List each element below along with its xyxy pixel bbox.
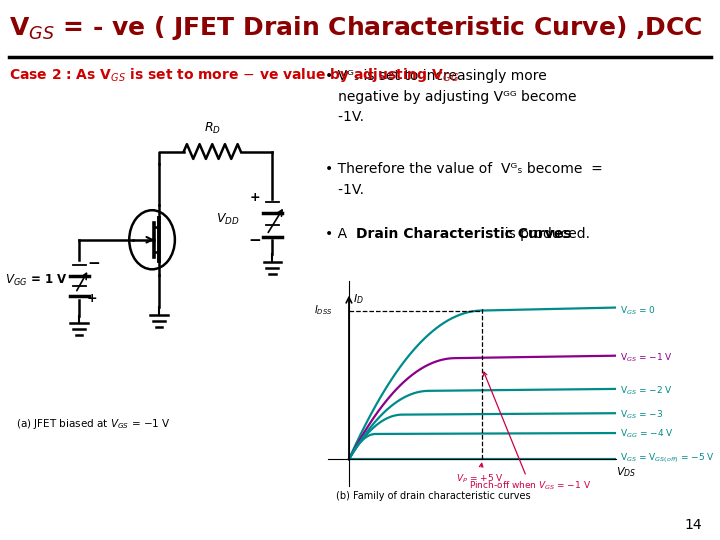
Text: $V_{GG}$ = 1 V: $V_{GG}$ = 1 V bbox=[5, 273, 67, 288]
Text: 14: 14 bbox=[685, 518, 702, 532]
Text: $R_D$: $R_D$ bbox=[204, 121, 221, 136]
Text: (b) Family of drain characteristic curves: (b) Family of drain characteristic curve… bbox=[336, 491, 530, 501]
Text: +: + bbox=[86, 292, 97, 305]
Text: −: − bbox=[87, 256, 100, 271]
Text: $I_D$: $I_D$ bbox=[353, 293, 364, 307]
Text: V$_{GG}$ = −4 V: V$_{GG}$ = −4 V bbox=[620, 428, 673, 440]
Text: V$_{GS}$ = −1 V: V$_{GS}$ = −1 V bbox=[620, 352, 672, 365]
Text: • A: • A bbox=[325, 227, 351, 241]
Text: Drain Characteristic Curves: Drain Characteristic Curves bbox=[356, 227, 572, 241]
Text: $V_P$ = +5 V: $V_P$ = +5 V bbox=[456, 463, 503, 485]
Text: +: + bbox=[250, 191, 261, 205]
Text: • Therefore the value of  Vᴳₛ become  =
   -1V.: • Therefore the value of Vᴳₛ become = -1… bbox=[325, 162, 603, 197]
Text: is produced.: is produced. bbox=[356, 227, 590, 241]
Text: • Vᴳₛ is set to increasingly more
   negative by adjusting Vᴳᴳ become
   -1V.: • Vᴳₛ is set to increasingly more negati… bbox=[325, 69, 576, 124]
Text: $V_{DS}$: $V_{DS}$ bbox=[616, 465, 636, 479]
Text: −: − bbox=[248, 233, 261, 248]
Text: V$_{GS}$ = V$_{GS(off)}$ = −5 V: V$_{GS}$ = V$_{GS(off)}$ = −5 V bbox=[620, 451, 714, 464]
Text: $I_{DSS}$: $I_{DSS}$ bbox=[315, 303, 333, 318]
Text: V$_{GS}$ = −2 V: V$_{GS}$ = −2 V bbox=[620, 384, 672, 397]
Text: $V_{DD}$: $V_{DD}$ bbox=[215, 212, 239, 227]
Text: Case 2 : As V$_{GS}$ is set to more $-$ ve value by adjusting V$_{GG}$: Case 2 : As V$_{GS}$ is set to more $-$ … bbox=[9, 66, 459, 84]
Text: (a) JFET biased at $V_{GS}$ = $-$1 V: (a) JFET biased at $V_{GS}$ = $-$1 V bbox=[16, 417, 171, 431]
Text: V$_{GS}$ = −3: V$_{GS}$ = −3 bbox=[620, 408, 663, 421]
Text: V$_{GS}$ = 0: V$_{GS}$ = 0 bbox=[620, 304, 655, 317]
Text: Pinch-off when $V_{GS}$ = −1 V: Pinch-off when $V_{GS}$ = −1 V bbox=[469, 372, 591, 492]
Text: V$_{GS}$ = - ve ( JFET Drain Characteristic Curve) ,DCC: V$_{GS}$ = - ve ( JFET Drain Characteris… bbox=[9, 14, 703, 42]
